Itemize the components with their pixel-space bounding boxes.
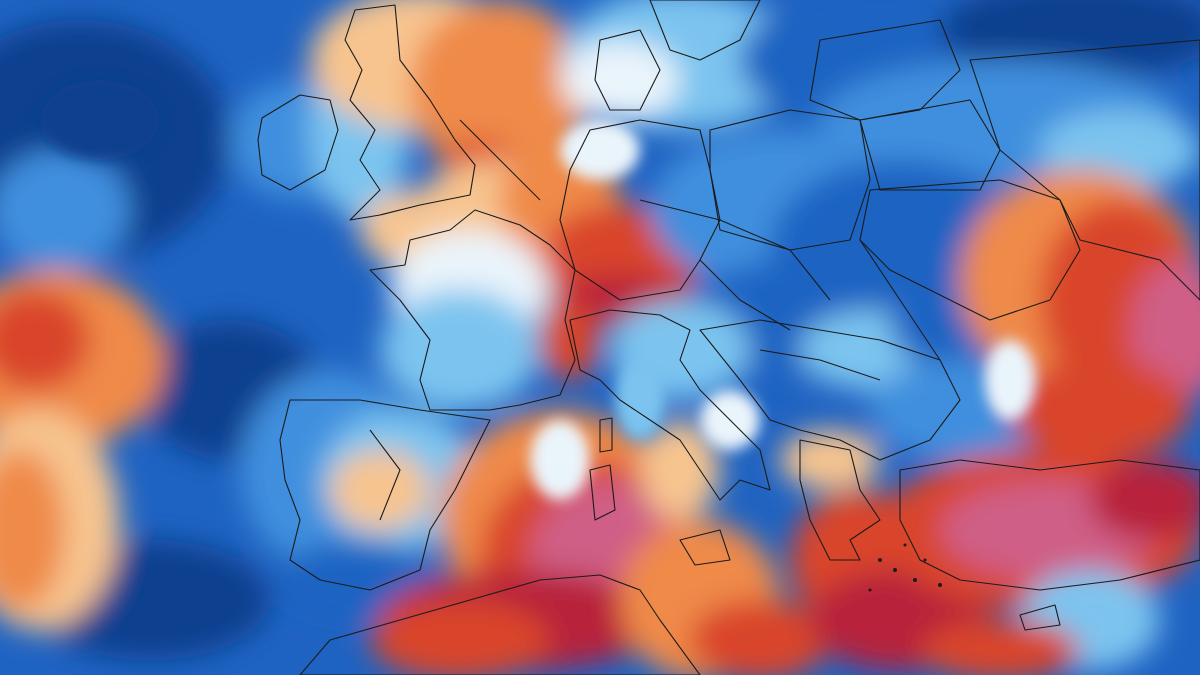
island-dot [903,543,907,547]
internal-border [639,199,831,301]
internal-border [759,349,881,381]
france-outline [369,209,576,411]
internal-border [859,239,941,361]
balkans-outline [699,319,961,461]
internal-border [369,429,401,521]
anomaly-patch-mildwarm [780,430,880,490]
internal-border [459,119,541,201]
poland-outline [709,109,871,251]
denmark-outline [594,29,661,111]
belarus-outline [859,99,1001,191]
anomaly-patch-warm [410,0,590,180]
anomaly-patch-mildwarm [640,420,720,520]
anomaly-patch-hot [370,600,550,675]
russia-outline [969,39,1200,301]
cyprus-outline [1019,604,1061,631]
baltics-outline [809,19,961,121]
great-britain-outline [344,4,476,221]
ireland-outline [257,94,339,191]
internal-border [699,259,791,331]
anomaly-patch-cool [0,150,130,270]
anomaly-patch-veryhot [1090,460,1200,540]
corsica-outline [599,417,613,453]
anomaly-patch-hot [920,620,1080,675]
turkey-outline [899,459,1200,591]
island-dot [923,558,927,562]
anomaly-patch-neutral [985,340,1035,420]
ukraine-outline [859,179,1081,321]
anomaly-detail [40,80,1035,500]
anomaly-patch-neutral [560,40,680,120]
island-dot [893,568,897,572]
anomaly-patch-warm [0,450,65,610]
germany-outline [559,119,721,301]
north-africa-outline [299,574,701,675]
anomaly-patch-neutral [560,120,640,180]
anomaly-patch-mildcool [380,290,540,410]
anomaly-patch-extreme [1130,260,1200,400]
anomaly-patch-neutral [530,420,590,500]
island-dot [868,588,872,592]
island-dot [878,558,882,562]
island-dot [913,578,917,582]
anomaly-patch-mildwarm [330,450,430,530]
anomaly-patch-mildcool [615,360,665,440]
scandinavia-outline [649,0,761,61]
sicily-outline [679,529,731,566]
italy-outline [569,309,771,501]
anomaly-patch-hot [1010,360,1190,460]
anomaly-patch-hot [690,600,830,675]
anomaly-patch-hot [0,290,90,390]
greece-outline [799,439,881,561]
country-borders [257,0,1200,675]
iberia-outline [279,399,491,591]
anomaly-patch-deep [40,80,160,160]
sardinia-outline [589,464,616,521]
aegean-islands [868,543,942,592]
anomaly-patch-deep [940,0,1200,80]
island-dot [938,583,942,587]
